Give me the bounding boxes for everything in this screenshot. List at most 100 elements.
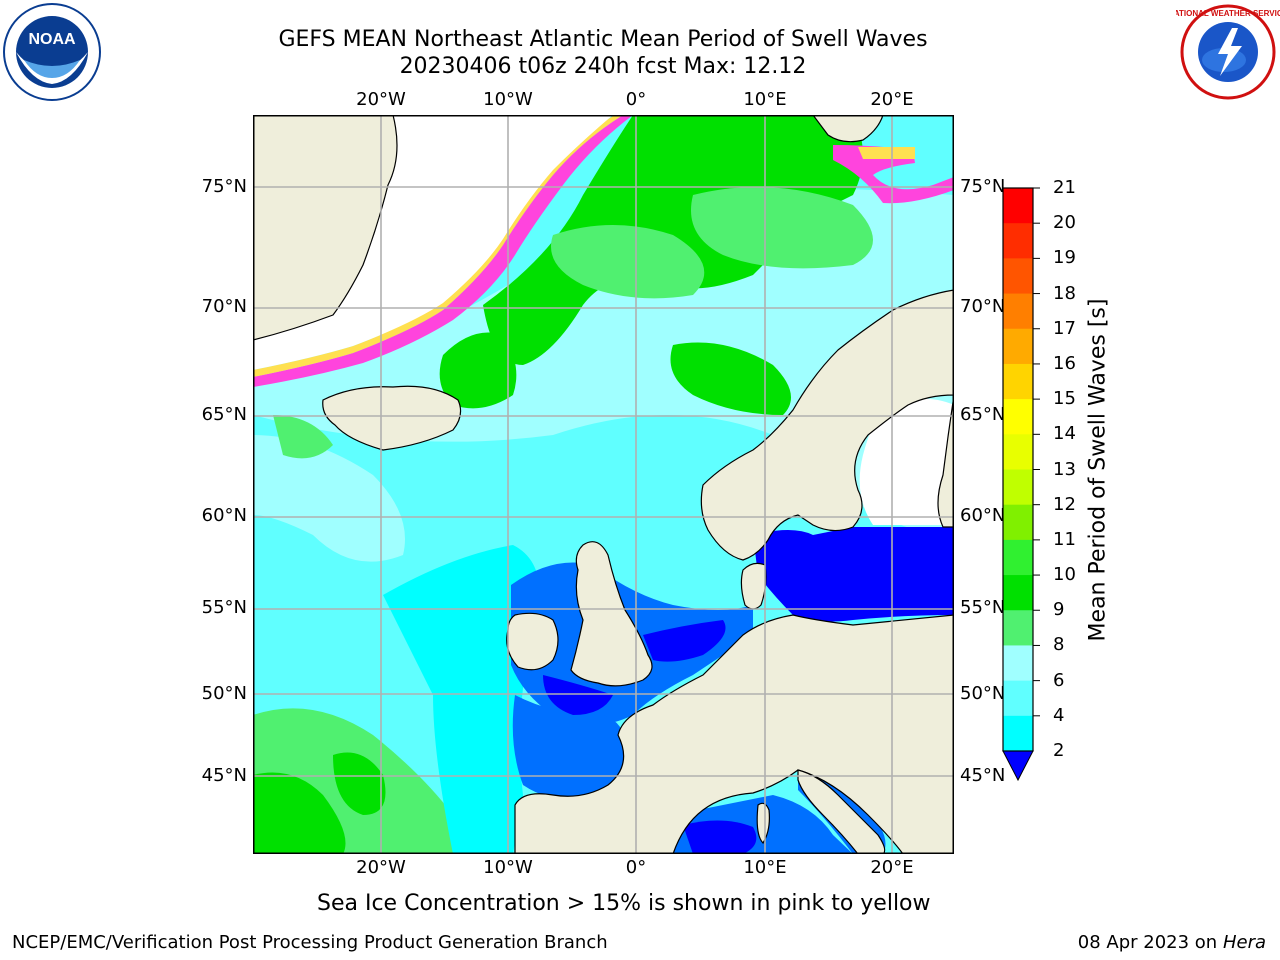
swell-period-map [253,115,954,854]
swell-patch-green [253,772,346,854]
colorbar-tick-label: 8 [1053,634,1065,656]
colorbar-segment [1003,610,1033,646]
colorbar-segment [1003,715,1033,752]
denmark-land [740,562,767,610]
bottom-tick: 0° [625,857,647,878]
colorbar-segment [1003,504,1033,541]
colorbar-tick-label: 21 [1053,177,1076,198]
colorbar-segment [1003,645,1033,682]
bottom-tick: 10°E [743,857,787,878]
top-tick: 20°W [356,89,406,110]
top-tick: 10°E [743,89,787,110]
great-britain-land [570,541,653,687]
colorbar-tick-label: 19 [1053,247,1076,269]
sea-ice-svalbard [833,145,954,204]
colorbar-segment [1003,399,1033,435]
left-tick: 50°N [201,683,247,704]
ireland-land [506,612,559,671]
top-tick: 10°W [483,89,533,110]
sea-ice-svalbard-inner [858,147,915,159]
colorbar-segment [1003,293,1033,330]
left-tick: 75°N [201,176,247,197]
colorbar-extend-arrow [1002,750,1034,782]
swell-band-8-9 [253,435,405,562]
swell-patch-light-green [551,225,705,299]
colorbar-tick-label: 14 [1053,423,1076,445]
colorbar-segment [1003,575,1033,611]
footer-date-text: 08 Apr 2023 on [1077,932,1223,953]
colorbar-segment [1003,223,1033,259]
noaa-logo: NOAA [3,3,101,101]
no-data-bothnia [859,398,954,525]
left-tick: 65°N [201,404,247,425]
right-tick: 50°N [960,683,1006,704]
swell-band-2-4-biscay [512,695,626,801]
sea-ice-inner [253,115,623,377]
colorbar-segment [1003,363,1033,400]
swell-band-lt-2-med [683,820,757,854]
colorbar-tick-label: 11 [1053,528,1076,550]
swell-patch-green [670,342,791,415]
colorbar-tick-label: 10 [1053,564,1076,586]
right-tick: 45°N [960,765,1006,786]
colorbar-segment [1003,188,1033,224]
colorbar-segment [1003,434,1033,470]
footer-host: Hera [1222,932,1266,953]
chart-title: GEFS MEAN Northeast Atlantic Mean Period… [278,27,928,52]
colorbar-tick-label: 2 [1053,740,1065,761]
top-tick: 0° [625,89,647,110]
iceland-land [322,385,462,451]
colorbar-tick-label: 6 [1053,669,1065,691]
right-tick: 65°N [960,404,1006,425]
colorbar-tick-label: 4 [1053,704,1065,726]
right-tick: 70°N [960,296,1006,317]
sea-ice-note: Sea Ice Concentration > 15% is shown in … [317,891,931,916]
colorbar-tick-label: 20 [1053,212,1076,234]
noaa-logo-text: NOAA [28,31,76,48]
colorbar [1002,187,1040,782]
swell-band-lt-2 [643,620,726,662]
colorbar-tick-label: 13 [1053,458,1076,480]
chart-subtitle: 20230406 t06z 240h fcst Max: 12.12 [399,54,807,79]
swell-patch-light-green [273,415,333,459]
footer-credit: NCEP/EMC/Verification Post Processing Pr… [12,932,608,953]
italy-land [797,769,886,854]
swell-band-lt-2 [543,675,613,715]
left-tick: 45°N [201,765,247,786]
colorbar-tick-label: 17 [1053,317,1076,339]
colorbar-tick-label: 12 [1053,493,1076,515]
sea-ice-edge [253,115,633,387]
bottom-tick: 20°W [356,857,406,878]
colorbar-tick-label: 16 [1053,352,1076,374]
colorbar-label: Mean Period of Swell Waves [s] [1085,298,1111,642]
top-tick: 20°E [870,89,914,110]
swell-band-8-9 [253,187,954,535]
svalbard-land [812,115,884,143]
left-tick: 60°N [201,505,247,526]
colorbar-segment [1003,469,1033,506]
colorbar-tick-label: 18 [1053,282,1076,304]
colorbar-segment [1003,680,1033,717]
bottom-tick: 10°W [483,857,533,878]
nws-logo-text: NATIONAL WEATHER SERVICE [1176,9,1280,18]
nws-logo: NATIONAL WEATHER SERVICE [1176,4,1280,100]
colorbar-frame [1002,187,1034,752]
greenland-land [253,115,398,341]
swell-patch-green [333,752,386,815]
right-tick: 75°N [960,176,1006,197]
colorbar-segment [1003,258,1033,295]
left-tick: 70°N [201,296,247,317]
colorbar-segment [1003,328,1033,365]
colorbar-tick-label: 15 [1053,388,1076,410]
colorbar-tick-label: 9 [1053,599,1065,621]
colorbar-segment [1003,539,1033,576]
swell-patch-light-green [691,187,873,269]
right-tick: 60°N [960,505,1006,526]
swell-band-lt-2-baltic [753,527,954,622]
graticule [253,115,954,854]
right-tick: 55°N [960,597,1006,618]
map-frame [253,115,954,854]
finland-land [937,394,954,528]
swell-patch-green [439,332,517,409]
bottom-tick: 20°E [870,857,914,878]
